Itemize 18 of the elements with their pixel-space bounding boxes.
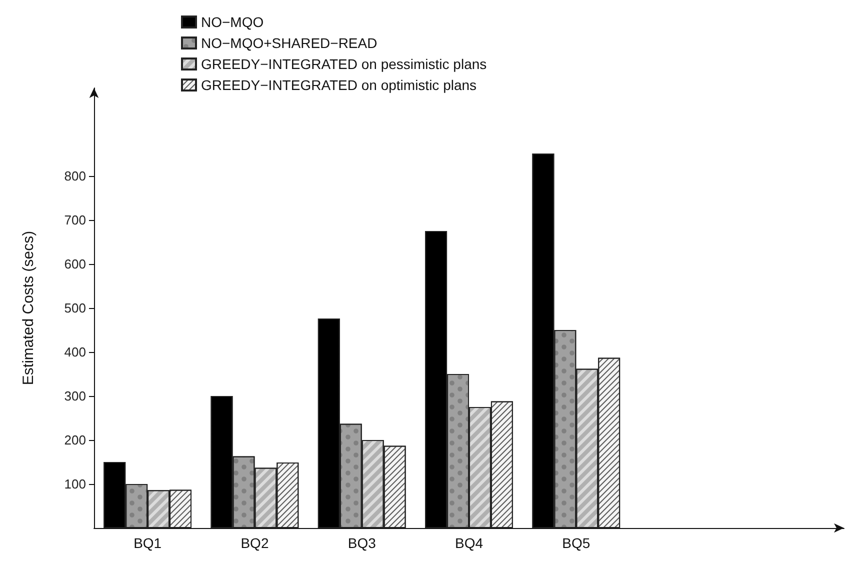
x-tick-label: BQ5 bbox=[562, 535, 590, 551]
y-tick-label: 100 bbox=[64, 476, 86, 492]
x-tick-label: BQ3 bbox=[348, 535, 376, 551]
legend-label: GREEDY−INTEGRATED on pessimistic plans bbox=[201, 56, 487, 72]
x-tick-label: BQ1 bbox=[134, 535, 162, 551]
legend-label: NO−MQO bbox=[201, 14, 264, 30]
y-axis-title: Estimated Costs (secs) bbox=[20, 230, 37, 386]
y-tick-label: 600 bbox=[64, 256, 86, 272]
legend-label: NO−MQO+SHARED−READ bbox=[201, 35, 378, 51]
y-tick-label: 800 bbox=[64, 168, 86, 184]
legend-label: GREEDY−INTEGRATED on optimistic plans bbox=[201, 77, 477, 93]
x-tick-label: BQ2 bbox=[240, 535, 269, 551]
y-tick-label: 200 bbox=[64, 432, 86, 448]
y-tick-label: 400 bbox=[64, 344, 86, 360]
y-tick-label: 700 bbox=[64, 212, 86, 228]
x-tick-label: BQ4 bbox=[454, 535, 484, 551]
y-tick-label: 300 bbox=[64, 388, 86, 404]
y-tick-label: 500 bbox=[64, 300, 86, 316]
